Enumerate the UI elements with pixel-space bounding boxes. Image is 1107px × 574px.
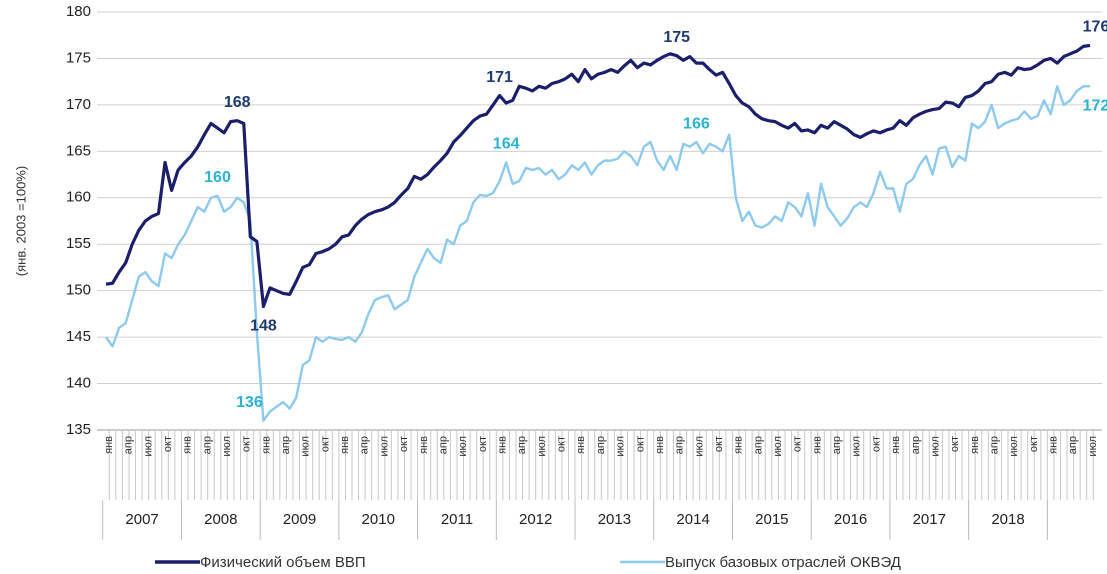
year-label: 2016: [834, 511, 867, 528]
y-tick-label: 155: [66, 235, 91, 252]
y-tick-label: 145: [66, 328, 91, 345]
series-line: [105, 85, 1090, 422]
year-label: 2018: [991, 511, 1024, 528]
x-tick-label: апр: [595, 436, 607, 454]
x-tick-label: июл: [378, 436, 390, 457]
year-label: 2007: [125, 511, 158, 528]
x-tick-label: апр: [674, 436, 686, 454]
x-tick-label: июл: [536, 436, 548, 457]
year-label: 2014: [676, 511, 709, 528]
year-label: 2017: [913, 511, 946, 528]
x-tick-label: апр: [910, 436, 922, 454]
x-tick-label: июл: [851, 436, 863, 457]
x-tick-label: янв: [1048, 436, 1060, 454]
x-tick-label: янв: [733, 436, 745, 454]
x-tick-label: июл: [221, 436, 233, 457]
y-tick-label: 140: [66, 375, 91, 392]
x-tick-label: янв: [497, 436, 509, 454]
x-tick-label: апр: [201, 436, 213, 454]
year-label: 2013: [598, 511, 631, 528]
x-tick-label: июл: [693, 436, 705, 457]
x-tick-label: окт: [241, 436, 253, 452]
value-label: 164: [493, 136, 520, 153]
value-label: 171: [486, 69, 513, 86]
y-tick-label: 150: [66, 282, 91, 299]
x-tick-label: июл: [772, 436, 784, 457]
x-tick-label: окт: [792, 436, 804, 452]
year-label: 2010: [362, 511, 395, 528]
y-tick-label: 175: [66, 49, 91, 66]
year-label: 2009: [283, 511, 316, 528]
y-tick-label: 170: [66, 96, 91, 113]
x-tick-label: июл: [300, 436, 312, 457]
value-label: 176: [1083, 19, 1107, 36]
year-label: 2011: [441, 511, 473, 528]
value-label: 175: [663, 29, 690, 46]
x-tick-label: янв: [890, 436, 902, 454]
x-tick-label: окт: [870, 436, 882, 452]
x-tick-label: апр: [280, 436, 292, 454]
x-tick-label: окт: [1028, 436, 1040, 452]
x-tick-label: июл: [457, 436, 469, 457]
x-tick-label: апр: [831, 436, 843, 454]
x-tick-label: апр: [123, 436, 135, 454]
x-tick-label: апр: [359, 436, 371, 454]
value-label: 148: [250, 318, 277, 335]
x-tick-label: окт: [556, 436, 568, 452]
value-label: 166: [683, 115, 710, 132]
x-tick-label: окт: [398, 436, 410, 452]
x-tick-label: янв: [182, 436, 194, 454]
x-tick-label: апр: [752, 436, 764, 454]
y-tick-label: 165: [66, 142, 91, 159]
x-tick-label: апр: [1067, 436, 1079, 454]
y-tick-label: 135: [66, 421, 91, 438]
legend-label: Выпуск базовых отраслей ОКВЭД: [665, 554, 901, 571]
x-tick-label: июл: [1008, 436, 1020, 457]
x-tick-label: янв: [103, 436, 115, 454]
x-tick-label: апр: [437, 436, 449, 454]
value-label: 168: [224, 94, 251, 111]
value-label: 172: [1083, 98, 1107, 115]
x-tick-label: июл: [1087, 436, 1099, 457]
x-tick-label: янв: [654, 436, 666, 454]
value-label: 160: [204, 169, 231, 186]
series-line: [105, 43, 1091, 309]
value-label: 136: [236, 394, 263, 411]
x-tick-label: апр: [516, 436, 528, 454]
legend-label: Физический объем ВВП: [200, 554, 366, 571]
x-tick-label: янв: [339, 436, 351, 454]
year-label: 2015: [755, 511, 788, 528]
x-tick-label: окт: [477, 436, 489, 452]
x-tick-label: июл: [142, 436, 154, 457]
y-tick-label: 160: [66, 189, 91, 206]
x-tick-label: окт: [162, 436, 174, 452]
x-tick-label: янв: [575, 436, 587, 454]
x-tick-label: янв: [811, 436, 823, 454]
x-tick-label: окт: [949, 436, 961, 452]
x-tick-label: янв: [969, 436, 981, 454]
x-tick-label: янв: [418, 436, 430, 454]
x-tick-label: июл: [929, 436, 941, 457]
y-tick-label: 180: [66, 3, 91, 20]
x-tick-label: апр: [989, 436, 1001, 454]
x-tick-label: окт: [713, 436, 725, 452]
x-tick-label: окт: [319, 436, 331, 452]
year-label: 2008: [204, 511, 237, 528]
x-tick-label: июл: [615, 436, 627, 457]
x-tick-label: окт: [634, 436, 646, 452]
y-axis-label: (янв. 2003 =100%): [13, 166, 28, 276]
year-label: 2012: [519, 511, 552, 528]
x-tick-label: янв: [260, 436, 272, 454]
